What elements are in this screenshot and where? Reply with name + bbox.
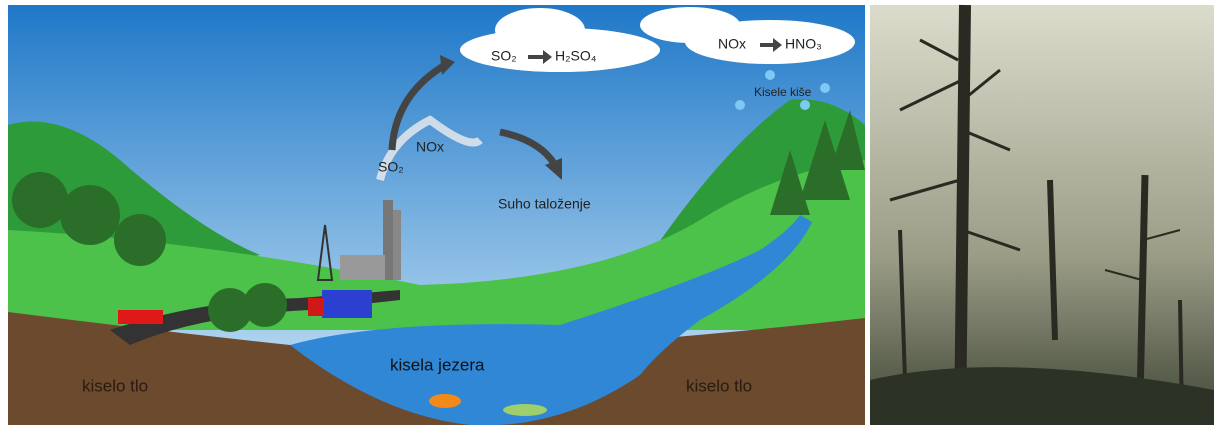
soil-label: kiselo tlo	[686, 376, 752, 395]
rain-label: Kisele kiše	[754, 85, 812, 99]
reactant: NOx	[718, 36, 746, 52]
photo-background	[870, 5, 1214, 425]
product: HNO₃	[785, 36, 822, 52]
lake-label: kisela jezera	[390, 355, 485, 374]
car	[118, 310, 163, 324]
product: H₂SO₄	[555, 48, 597, 64]
reactant: SO₂	[491, 48, 517, 64]
truck	[322, 290, 372, 318]
deposition-label: Suho taloženje	[498, 196, 591, 212]
page: SO₂ H₂SO₄ NOx HNO₃ Kisele kiše SO₂ NOx S…	[0, 0, 1214, 425]
fish	[429, 394, 461, 408]
truck-cab	[308, 298, 324, 316]
emission-label: SO₂	[378, 159, 404, 175]
photo-dead-forest	[870, 5, 1214, 425]
diagram: SO₂ H₂SO₄ NOx HNO₃ Kisele kiše SO₂ NOx S…	[8, 5, 865, 425]
chimney	[393, 210, 401, 280]
emission-label: NOx	[416, 139, 444, 155]
fish	[503, 404, 547, 416]
soil-label: kiselo tlo	[82, 376, 148, 395]
factory	[340, 255, 385, 280]
